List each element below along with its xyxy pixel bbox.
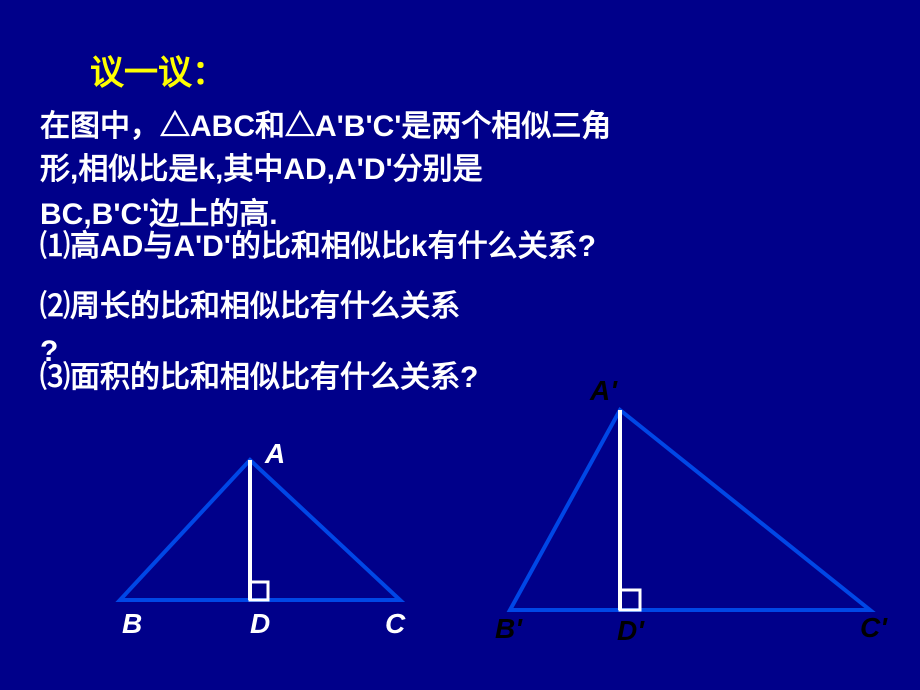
question-1: ⑴高AD与A'D'的比和相似比k有什么关系? xyxy=(40,225,596,269)
label-A: A xyxy=(265,438,285,470)
intro-line-2: 形,相似比是k,其中AD,A'D'分别是 xyxy=(40,148,483,192)
label-D-prime: D' xyxy=(617,615,644,647)
triangle-a1b1c1 xyxy=(480,390,900,630)
triangle-abc xyxy=(60,430,460,630)
label-B-prime: B' xyxy=(495,613,522,645)
figures-area: A B C D A' B' C' D' xyxy=(0,430,920,680)
question-3: ⑶面积的比和相似比有什么关系? xyxy=(40,356,478,400)
question-2: ⑵周长的比和相似比有什么关系 xyxy=(40,285,460,329)
label-B: B xyxy=(122,608,142,640)
label-C: C xyxy=(385,608,405,640)
slide-title: 议一议： xyxy=(90,45,226,94)
label-C-prime: C' xyxy=(860,612,887,644)
intro-line-1: 在图中，△ABC和△A'B'C'是两个相似三角 xyxy=(40,105,611,149)
label-D: D xyxy=(250,608,270,640)
label-A-prime: A' xyxy=(590,375,617,407)
